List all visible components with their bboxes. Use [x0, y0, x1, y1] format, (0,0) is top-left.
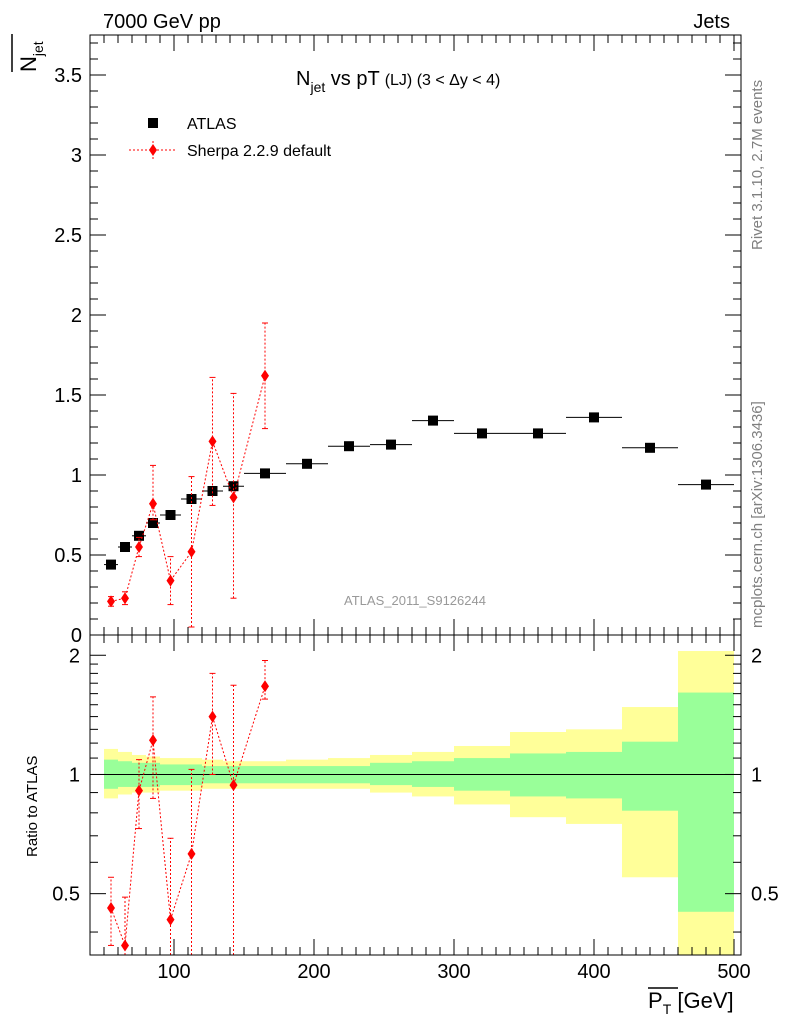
main-panel: 0 0.5 1 1.5 2 2.5 3 3.5 Njet vs pT (LJ) (3 < Δy …	[11, 34, 742, 647]
atlas-point	[477, 428, 487, 439]
main-y-tick-label: 3	[71, 145, 82, 167]
main-title: Njet vs pT (LJ) (3 < Δy < 4)	[296, 68, 500, 95]
main-ylabel-main: N	[16, 56, 41, 72]
atlas-point	[260, 468, 270, 479]
atlas-point	[344, 441, 354, 452]
main-y-tick-label: 1	[71, 465, 82, 487]
legend-atlas-marker	[148, 118, 158, 128]
ratio-panel: 0.5 0.5 1 1 2 2 100 200 300 400 500 Ratio to ATLAS…	[24, 634, 779, 1017]
main-axis-ticks: 0 0.5 1 1.5 2 2.5 3 3.5	[54, 35, 741, 647]
atlas-point	[533, 428, 543, 439]
atlas-point	[165, 510, 176, 520]
legend-sherpa-marker	[149, 144, 157, 156]
ratio-sherpa-point	[107, 902, 115, 915]
sherpa-point	[166, 574, 175, 587]
main-ylabel-sub: jet	[30, 41, 46, 57]
ratio-x-tick-label: 500	[717, 961, 750, 983]
main-plot-area	[104, 322, 734, 628]
main-y-tick-label: 2.5	[54, 225, 82, 247]
ratio-x-tick-label: 100	[157, 961, 190, 983]
atlas-point	[148, 518, 158, 528]
ratio-inner-band	[678, 692, 734, 912]
title-mid: vs pT	[325, 68, 379, 90]
atlas-point	[701, 479, 711, 490]
atlas-point	[106, 559, 116, 570]
ratio-y-tick-label-left: 0.5	[52, 884, 80, 906]
ratio-x-tick-label: 400	[577, 961, 610, 983]
legend-sherpa-label: Sherpa 2.2.9 default	[187, 143, 332, 160]
atlas-point	[207, 486, 218, 496]
main-y-tick-label: 3.5	[54, 65, 82, 87]
sherpa-point	[208, 435, 217, 448]
rivet-label: Rivet 3.1.10, 2.7M events	[749, 80, 766, 250]
sherpa-point	[229, 491, 238, 504]
main-y-tick-label: 0	[71, 625, 82, 647]
ratio-sherpa-point	[208, 710, 217, 723]
ratio-ylabel: Ratio to ATLAS	[24, 756, 41, 857]
atlas-point	[134, 530, 144, 541]
ratio-sherpa-point	[135, 784, 143, 797]
ratio-xlabel: PT [GeV]	[648, 987, 734, 1017]
title-suffix: (LJ) (3 < Δy < 4)	[385, 72, 501, 89]
main-y-tick-label: 2	[71, 305, 82, 327]
ratio-inner-band	[622, 741, 678, 811]
mcplots-label: mcplots.cern.ch [arXiv:1306.3436]	[749, 401, 766, 628]
main-y-tick-label: 0.5	[54, 545, 82, 567]
sherpa-point	[261, 369, 269, 382]
ratio-y-tick-label-right: 1	[751, 764, 762, 786]
ratio-x-tick-label: 200	[297, 961, 330, 983]
ratio-y-tick-label-left: 1	[69, 764, 80, 786]
analysis-watermark: ATLAS_2011_S9126244	[344, 593, 486, 608]
ratio-plot-area	[90, 651, 741, 956]
ratio-sherpa-point	[261, 680, 269, 693]
ratio-frame	[89, 634, 742, 956]
ratio-sherpa-line	[110, 686, 266, 946]
legend-atlas-label: ATLAS	[187, 116, 237, 133]
atlas-point	[386, 439, 396, 450]
atlas-point	[302, 458, 312, 469]
sherpa-point	[135, 541, 143, 553]
ratio-sherpa-point	[149, 734, 157, 747]
main-ylabel: Njet	[11, 34, 46, 72]
legend: ATLAS Sherpa 2.2.9 default	[129, 116, 332, 160]
xlabel-unit: [GeV]	[671, 988, 733, 1013]
ratio-axis-ticks: 0.5 0.5 1 1 2 2 100 200 300 400 500	[52, 635, 779, 983]
xlabel-sub: T	[663, 1001, 672, 1017]
atlas-point	[428, 415, 438, 426]
title-n: N	[296, 68, 310, 90]
ratio-y-tick-label-left: 2	[69, 645, 80, 667]
ratio-inner-band	[566, 751, 622, 799]
ratio-sherpa-point	[121, 939, 129, 952]
ratio-xlabel-text: PT [GeV]	[648, 988, 734, 1017]
atlas-point	[645, 442, 655, 453]
sherpa-line	[110, 375, 266, 602]
process-label: Jets	[693, 11, 730, 33]
sherpa-point	[107, 595, 115, 608]
atlas-point	[120, 542, 130, 552]
energy-label: 7000 GeV pp	[103, 11, 221, 33]
atlas-point	[589, 412, 599, 423]
ratio-y-tick-label-right: 2	[751, 645, 762, 667]
ratio-x-tick-label: 300	[437, 961, 470, 983]
main-y-tick-label: 1.5	[54, 385, 82, 407]
sherpa-point	[149, 497, 157, 510]
xlabel-p: P	[648, 988, 663, 1013]
main-ylabel-text: Njet	[16, 41, 46, 72]
ratio-sherpa-point	[187, 847, 196, 860]
sherpa-point	[121, 592, 129, 605]
title-n-sub: jet	[309, 79, 325, 95]
ratio-sherpa-point	[229, 779, 238, 792]
ratio-y-tick-label-right: 0.5	[751, 884, 779, 906]
ratio-sherpa-point	[166, 913, 175, 926]
sherpa-point	[187, 545, 196, 558]
